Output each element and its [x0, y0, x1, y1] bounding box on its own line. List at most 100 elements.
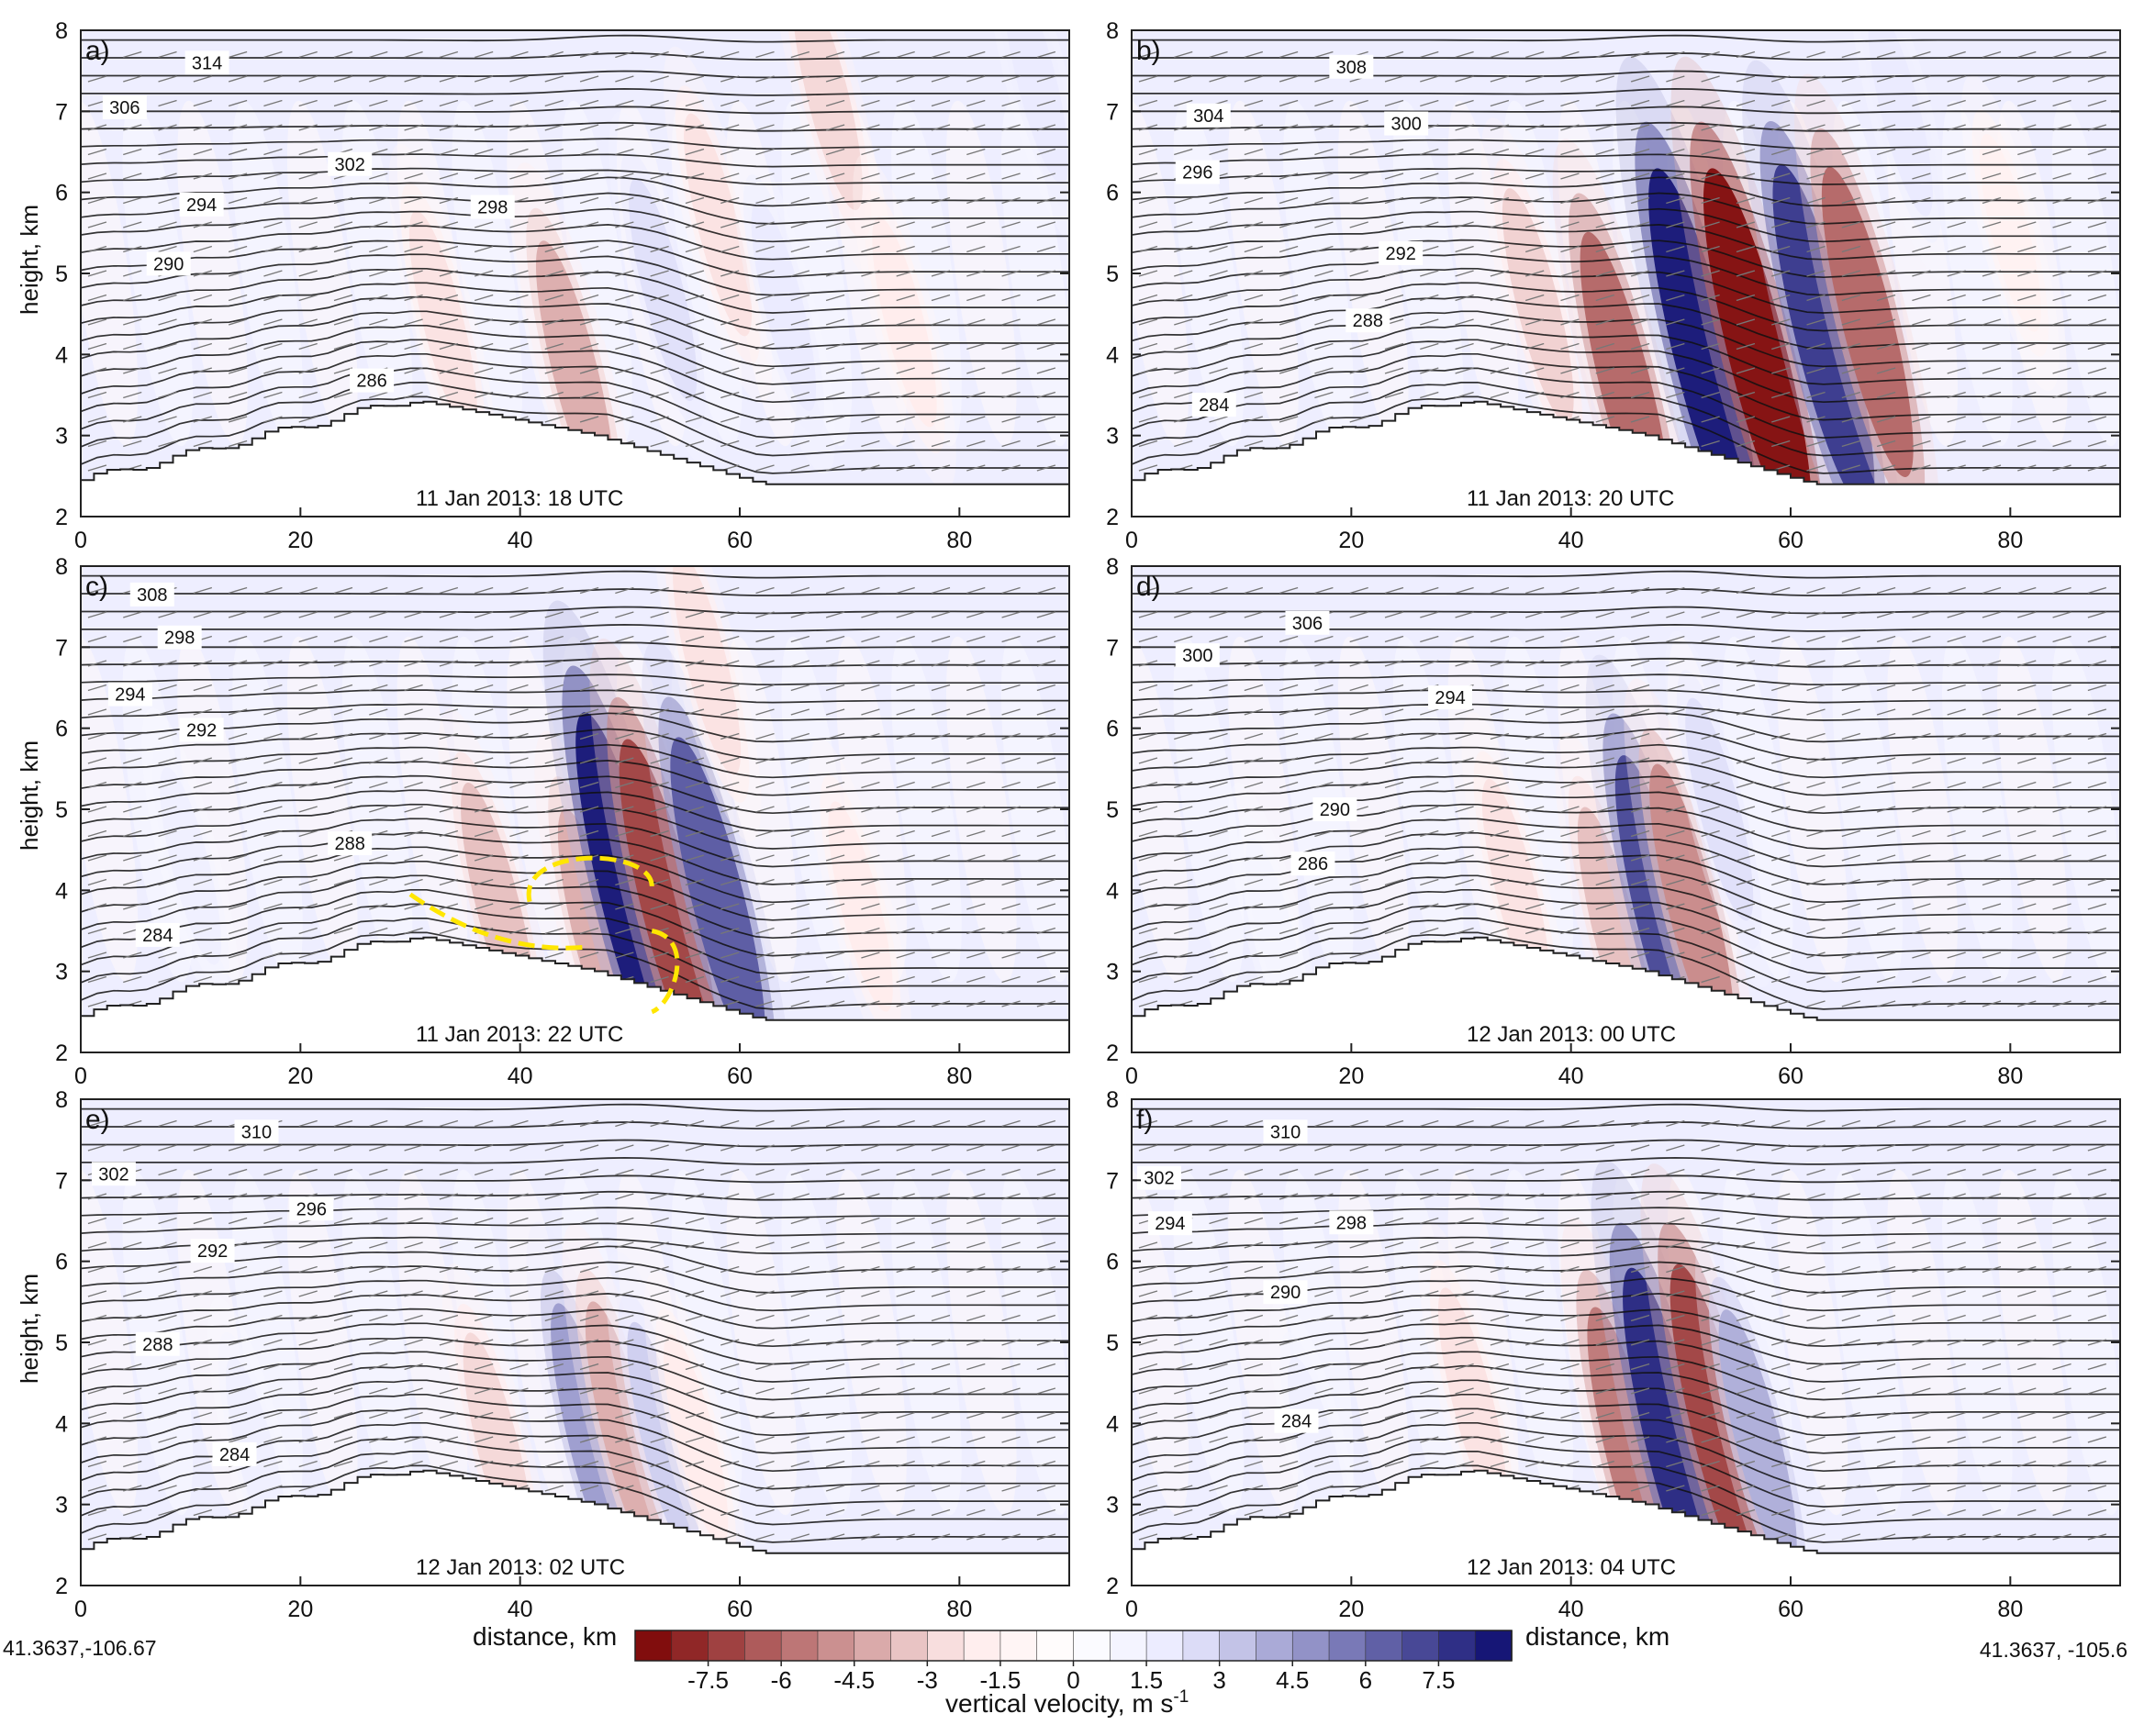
wind-barb — [1001, 829, 1021, 838]
wind-barb — [1736, 318, 1756, 326]
wind-barb — [1876, 1144, 1896, 1152]
wind-barb — [123, 829, 142, 838]
wind-barb — [1630, 732, 1650, 740]
wind-barb — [1138, 318, 1158, 326]
isentrope — [81, 1393, 1069, 1454]
wind-barb — [1279, 1144, 1299, 1152]
wind-barb — [1982, 124, 2002, 131]
wind-barb — [825, 878, 845, 886]
wind-barb — [1174, 1339, 1193, 1346]
wind-barb — [1174, 99, 1193, 107]
wind-barb — [1455, 318, 1474, 326]
wind-barb — [1560, 1290, 1580, 1297]
wind-barb — [931, 732, 951, 740]
isentrope — [1132, 1261, 2120, 1294]
isentrope — [81, 1156, 1069, 1165]
wind-barb — [615, 318, 634, 326]
y-tick-label: 2 — [55, 505, 68, 530]
wind-barb — [1876, 611, 1896, 618]
wind-barb — [1947, 1363, 1966, 1371]
wind-barb — [615, 1411, 634, 1419]
isentrope — [81, 1139, 1069, 1148]
wind-barb — [1001, 1144, 1021, 1152]
wind-barb — [1524, 124, 1545, 131]
wind-barb — [544, 1436, 564, 1443]
wind-barb — [1876, 1460, 1896, 1468]
wind-barb — [1701, 221, 1720, 228]
wind-barb — [931, 1485, 951, 1492]
wind-barb — [861, 196, 880, 205]
wind-barb — [1314, 1339, 1334, 1346]
wind-barb — [228, 1387, 248, 1395]
wind-barb — [1947, 757, 1966, 764]
wind-barb — [685, 1363, 705, 1371]
wind-barb — [1384, 342, 1404, 351]
wind-barb — [87, 1265, 107, 1274]
wind-barb — [685, 1339, 705, 1346]
wind-barb — [931, 172, 951, 180]
wind-barb — [755, 1387, 775, 1395]
wind-barb — [1841, 342, 1861, 351]
wind-barb — [861, 99, 880, 107]
wind-barb — [1420, 1144, 1439, 1152]
wind-barb — [1701, 50, 1720, 59]
wind-barb — [1244, 270, 1264, 277]
wind-barb — [720, 635, 740, 643]
wind-barb — [1982, 757, 2002, 764]
wind-barb — [1455, 245, 1474, 253]
isentrope — [1132, 1222, 2120, 1237]
wind-barb — [474, 221, 494, 228]
wind-barb — [439, 99, 459, 107]
wind-barb — [2087, 1168, 2107, 1176]
wind-barb — [1001, 635, 1021, 643]
wind-barb — [87, 367, 107, 374]
wind-barb — [228, 660, 248, 667]
wind-barb — [615, 660, 634, 667]
wind-barb — [1209, 148, 1228, 156]
wind-barb — [1666, 1460, 1685, 1468]
wind-barb — [579, 148, 599, 156]
contour-label-bg — [190, 1239, 235, 1263]
y-axis-label: height, km — [16, 1274, 43, 1384]
wind-barb — [790, 1485, 810, 1492]
wind-barb — [474, 391, 494, 399]
wind-barb — [1771, 148, 1791, 156]
wind-barb — [1806, 391, 1826, 399]
wind-barb — [1138, 660, 1158, 667]
isentrope — [81, 339, 1069, 404]
wind-barb — [263, 854, 283, 862]
wind-barb — [1314, 1363, 1334, 1371]
wind-barb — [1806, 440, 1826, 448]
wind-barb — [1279, 1314, 1299, 1322]
wind-barb — [263, 172, 283, 180]
wind-barb — [298, 50, 318, 59]
wind-barb — [1138, 124, 1158, 131]
x-tick-label: 20 — [1338, 1597, 1364, 1622]
wind-barb — [298, 757, 318, 764]
wind-barb — [1279, 829, 1299, 838]
wind-barb — [1560, 781, 1580, 789]
wind-barb — [790, 464, 810, 472]
wind-barb — [650, 1193, 669, 1200]
wind-barb — [1138, 99, 1158, 107]
wind-barb — [1736, 172, 1756, 180]
wind-barb — [615, 708, 634, 716]
wind-barb — [193, 951, 213, 959]
wind-barb — [1524, 172, 1545, 180]
wind-barb — [1138, 1533, 1158, 1541]
wind-barb — [544, 50, 564, 59]
wind-barb — [1209, 635, 1228, 643]
wind-barb — [861, 1508, 880, 1517]
wind-barb — [1174, 270, 1193, 277]
wind-barb — [298, 1168, 318, 1176]
wind-barb — [1490, 611, 1510, 618]
y-tick-label: 4 — [55, 342, 68, 368]
wind-barb — [579, 318, 599, 326]
wind-barb — [404, 367, 423, 374]
wind-barb — [228, 1314, 248, 1322]
background-stripe — [562, 100, 632, 447]
wind-barb — [1455, 1387, 1474, 1395]
contour-label: 290 — [1320, 800, 1350, 820]
wind-barb — [544, 148, 564, 156]
contour-label-bg — [328, 831, 373, 856]
